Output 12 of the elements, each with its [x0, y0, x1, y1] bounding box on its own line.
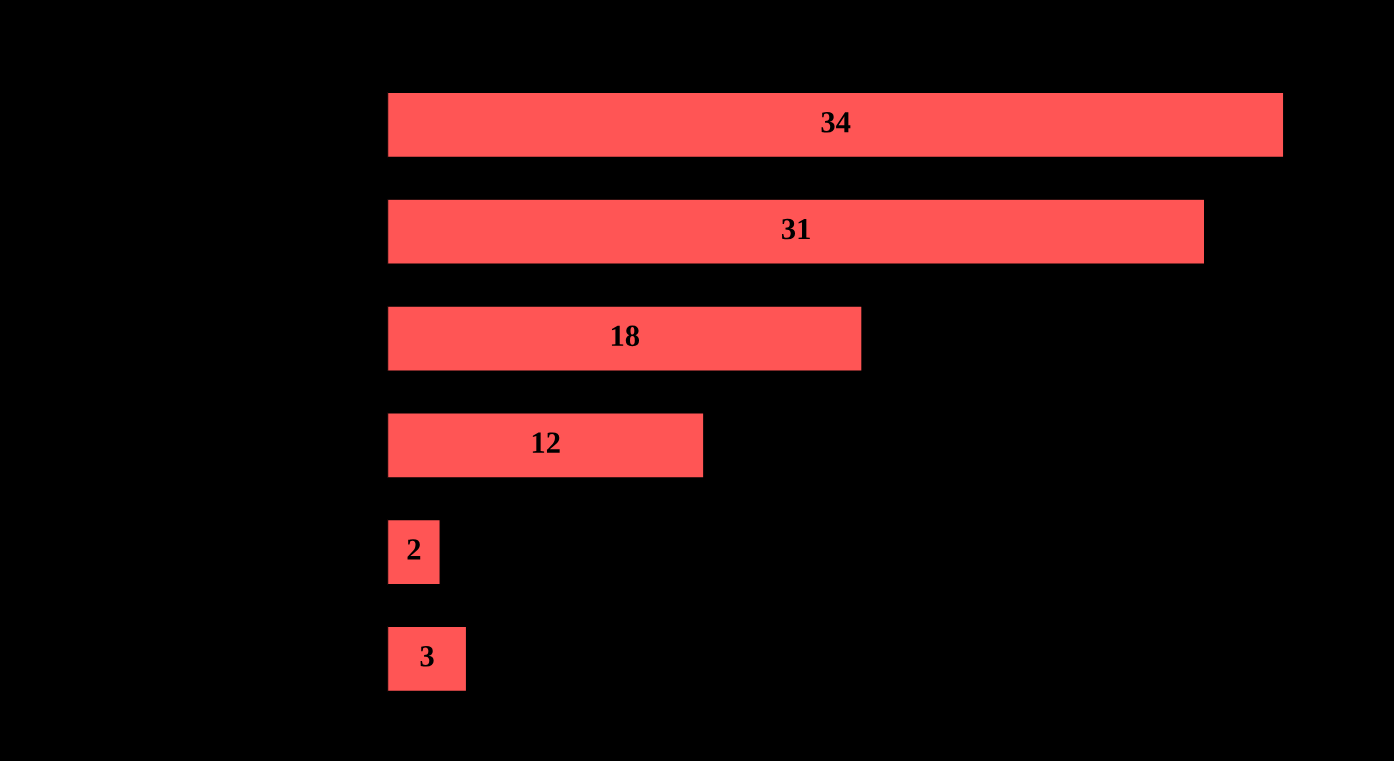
- bar: [387, 518, 441, 586]
- bar: [387, 91, 1285, 159]
- bar: [387, 198, 1206, 265]
- data-label: 31: [781, 218, 810, 240]
- data-label: 2: [407, 539, 421, 560]
- data-label: 3: [420, 646, 434, 667]
- bar: [387, 625, 468, 693]
- data-label: 12: [532, 432, 560, 453]
- bar: [387, 305, 863, 372]
- bar: [387, 412, 705, 479]
- data-label: 18: [611, 325, 640, 347]
- data-label: 34: [821, 112, 851, 133]
